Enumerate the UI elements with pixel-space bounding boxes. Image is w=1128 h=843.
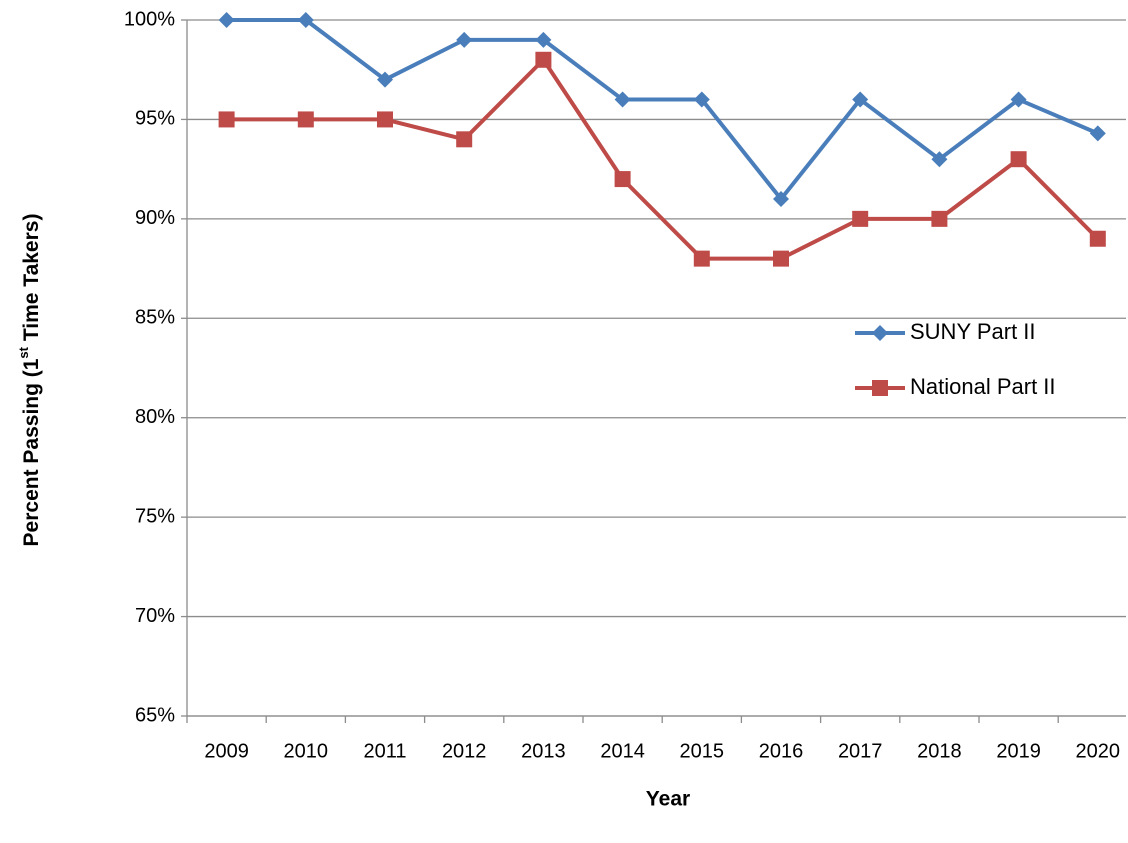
legend-label: National Part II [910,374,1056,399]
x-tick-label: 2020 [1076,740,1121,762]
marker [456,31,473,48]
marker [218,12,235,28]
y-tick-label: 100% [124,8,175,30]
marker [218,111,235,128]
x-tick-label: 2011 [363,740,406,762]
series-line [226,18,1099,201]
marker [1089,230,1106,247]
x-tick-label: 2019 [996,740,1041,762]
x-tick-label: 2018 [917,740,962,762]
y-tick-label: 70% [135,605,175,627]
y-tick-label: 65% [135,704,175,726]
marker [1010,151,1027,168]
series-line [226,57,1100,261]
marker [377,71,393,88]
x-tick-label: 2017 [838,740,883,762]
marker [693,250,710,267]
x-tick-label: 2015 [680,740,725,762]
x-tick-label: 2009 [204,740,249,762]
marker [693,91,710,108]
y-tick-label: 90% [135,207,175,229]
y-axis-title-part: st [16,346,31,358]
marker [297,111,314,128]
x-tick-label: 2012 [442,740,487,762]
legend-label: SUNY Part II [910,319,1036,344]
marker [852,210,869,227]
y-axis-title-part: Time Takers) [20,214,43,347]
y-axis-title-part: Percent Passing (1 [20,358,43,546]
marker [931,210,948,227]
marker [377,111,393,128]
marker [297,12,314,28]
marker [773,190,789,207]
x-tick-label: 2010 [284,740,329,762]
x-tick-label: 2016 [759,740,804,762]
y-tick-label: 75% [135,505,175,527]
x-tick-label: 2013 [521,740,566,762]
marker [773,250,789,267]
y-axis-title: Percent Passing (1st Time Takers) [16,214,43,547]
y-tick-label: 85% [135,307,175,329]
marker [872,380,888,396]
x-tick-label: 2014 [600,740,645,762]
marker [535,51,552,68]
marker [1010,91,1027,108]
x-axis-title: Year [646,788,690,811]
marker [614,171,631,188]
y-tick-label: 95% [135,108,175,130]
marker [535,31,552,48]
marker [1089,125,1106,142]
marker [456,131,473,148]
y-tick-label: 80% [135,406,175,428]
marker [872,325,888,341]
marker [931,151,948,168]
marker [852,91,869,108]
marker [614,91,631,108]
